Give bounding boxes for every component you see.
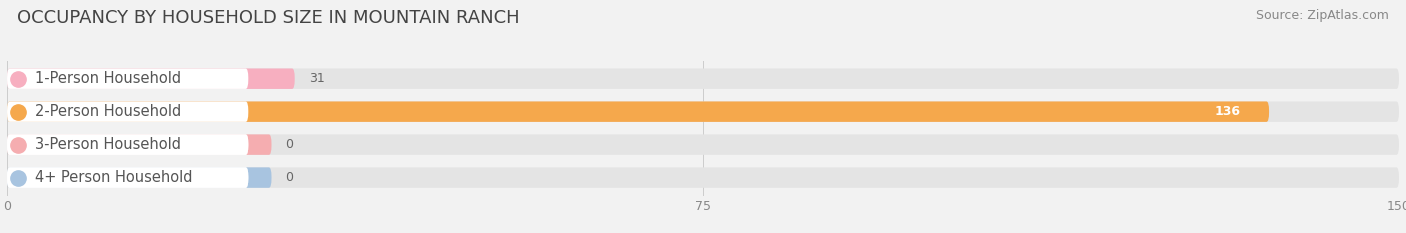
FancyBboxPatch shape xyxy=(7,101,249,122)
FancyBboxPatch shape xyxy=(7,134,249,155)
FancyBboxPatch shape xyxy=(7,167,1399,188)
FancyBboxPatch shape xyxy=(1191,103,1264,120)
Text: 1-Person Household: 1-Person Household xyxy=(35,71,181,86)
Text: OCCUPANCY BY HOUSEHOLD SIZE IN MOUNTAIN RANCH: OCCUPANCY BY HOUSEHOLD SIZE IN MOUNTAIN … xyxy=(17,9,519,27)
FancyBboxPatch shape xyxy=(7,167,249,188)
FancyBboxPatch shape xyxy=(7,134,1399,155)
Text: 2-Person Household: 2-Person Household xyxy=(35,104,181,119)
FancyBboxPatch shape xyxy=(7,167,249,188)
Text: 0: 0 xyxy=(285,171,294,184)
Text: 3-Person Household: 3-Person Household xyxy=(35,137,181,152)
FancyBboxPatch shape xyxy=(7,167,271,188)
Text: 0: 0 xyxy=(285,138,294,151)
FancyBboxPatch shape xyxy=(7,134,271,155)
Text: 136: 136 xyxy=(1215,105,1240,118)
Text: 31: 31 xyxy=(308,72,325,85)
Text: 4+ Person Household: 4+ Person Household xyxy=(35,170,193,185)
FancyBboxPatch shape xyxy=(7,101,1270,122)
FancyBboxPatch shape xyxy=(7,69,1399,89)
FancyBboxPatch shape xyxy=(7,134,249,155)
FancyBboxPatch shape xyxy=(7,69,249,89)
FancyBboxPatch shape xyxy=(7,69,295,89)
FancyBboxPatch shape xyxy=(7,101,1399,122)
Text: Source: ZipAtlas.com: Source: ZipAtlas.com xyxy=(1256,9,1389,22)
